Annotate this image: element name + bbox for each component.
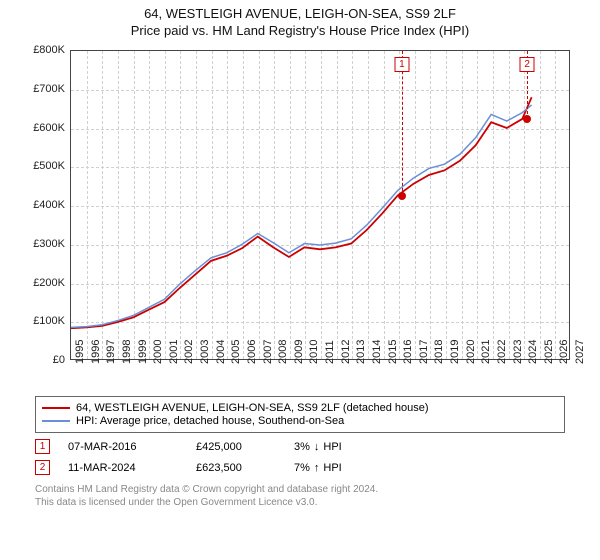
series-line [71, 97, 532, 328]
y-tick-label: £800K [20, 44, 65, 56]
sale-badge: 1 [35, 439, 50, 454]
legend-swatch [42, 407, 70, 409]
sale-marker [523, 115, 531, 123]
legend-label: 64, WESTLEIGH AVENUE, LEIGH-ON-SEA, SS9 … [76, 402, 429, 414]
y-tick-label: £700K [20, 83, 65, 95]
sale-row: 1 07-MAR-2016 £425,000 3% ↓HPI [35, 439, 565, 454]
price-chart: 12 £0£100K£200K£300K£400K£500K£600K£700K… [20, 50, 580, 390]
chart-lines [71, 51, 569, 359]
sale-badge-chart: 2 [520, 57, 535, 72]
legend-item: 64, WESTLEIGH AVENUE, LEIGH-ON-SEA, SS9 … [42, 402, 558, 414]
y-tick-label: £200K [20, 277, 65, 289]
sale-date: 07-MAR-2016 [68, 441, 178, 453]
y-tick-label: £100K [20, 315, 65, 327]
sale-marker [398, 192, 406, 200]
sale-date: 11-MAR-2024 [68, 462, 178, 474]
footer-line-2: This data is licensed under the Open Gov… [35, 496, 565, 509]
y-tick-label: £400K [20, 199, 65, 211]
footer: Contains HM Land Registry data © Crown c… [35, 483, 565, 509]
arrow-up-icon: ↑ [314, 462, 320, 474]
series-line [71, 105, 532, 327]
hpi-label: HPI [323, 462, 341, 474]
legend-swatch [42, 420, 70, 422]
page-title-2: Price paid vs. HM Land Registry's House … [0, 23, 600, 38]
sale-row: 2 11-MAR-2024 £623,500 7% ↑HPI [35, 460, 565, 475]
sale-hpi: 3% ↓HPI [294, 441, 404, 453]
y-tick-label: £500K [20, 160, 65, 172]
x-tick-label: 2027 [574, 336, 586, 364]
plot-area: 12 [70, 50, 570, 360]
sale-hpi: 7% ↑HPI [294, 462, 404, 474]
arrow-down-icon: ↓ [314, 441, 320, 453]
marker-guide-line [402, 51, 403, 196]
y-tick-label: £300K [20, 238, 65, 250]
y-tick-label: £600K [20, 122, 65, 134]
sale-price: £623,500 [196, 462, 276, 474]
footer-line-1: Contains HM Land Registry data © Crown c… [35, 483, 565, 496]
hpi-label: HPI [323, 441, 341, 453]
hpi-pct: 7% [294, 462, 310, 474]
hpi-pct: 3% [294, 441, 310, 453]
sale-price: £425,000 [196, 441, 276, 453]
y-tick-label: £0 [20, 354, 65, 366]
legend: 64, WESTLEIGH AVENUE, LEIGH-ON-SEA, SS9 … [35, 396, 565, 433]
legend-label: HPI: Average price, detached house, Sout… [76, 415, 344, 427]
sale-badge: 2 [35, 460, 50, 475]
page-title-1: 64, WESTLEIGH AVENUE, LEIGH-ON-SEA, SS9 … [0, 6, 600, 21]
sale-badge-chart: 1 [394, 57, 409, 72]
legend-item: HPI: Average price, detached house, Sout… [42, 415, 558, 427]
